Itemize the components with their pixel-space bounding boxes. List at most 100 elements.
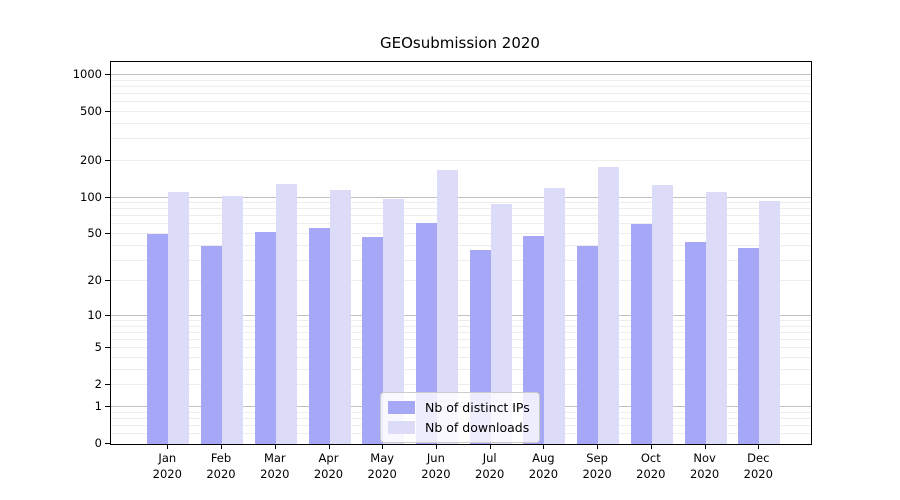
y-tick-label: 10 bbox=[87, 307, 102, 322]
y-tick-mark bbox=[105, 314, 110, 316]
y-gridline-minor bbox=[111, 325, 811, 327]
bar-downloads-dec bbox=[759, 200, 781, 444]
x-tick-mark bbox=[221, 444, 222, 449]
y-gridline-minor bbox=[111, 259, 811, 261]
x-tick-mark bbox=[597, 444, 599, 449]
bar-downloads-jul bbox=[490, 203, 512, 444]
bar-downloads-feb bbox=[222, 195, 243, 444]
y-tick-mark bbox=[105, 196, 110, 198]
y-tick-mark bbox=[105, 233, 110, 234]
chart-title: GEOsubmission 2020 bbox=[380, 34, 540, 52]
x-tick-mark bbox=[758, 444, 760, 449]
x-tick-mark bbox=[650, 444, 652, 449]
y-tick-label: 2 bbox=[94, 377, 102, 392]
y-tick-mark bbox=[105, 347, 110, 349]
bar-downloads-may bbox=[383, 199, 405, 444]
y-tick-mark bbox=[105, 73, 110, 75]
y-gridline-minor bbox=[111, 93, 811, 94]
y-gridline-minor bbox=[111, 223, 811, 225]
x-tick-mark bbox=[274, 444, 276, 449]
x-tick-mark bbox=[328, 444, 330, 449]
bar-distinct-ips-sep bbox=[577, 245, 599, 444]
legend-swatch-distinct-ips bbox=[388, 400, 415, 414]
y-gridline-minor bbox=[111, 384, 811, 386]
y-gridline-major bbox=[111, 73, 811, 75]
x-tick-label: Nov 2020 bbox=[689, 451, 720, 481]
x-tick-mark bbox=[704, 444, 706, 449]
y-gridline-minor bbox=[111, 110, 811, 112]
x-tick-mark bbox=[543, 444, 545, 449]
x-tick-mark bbox=[382, 444, 384, 449]
y-gridline-minor bbox=[111, 85, 811, 87]
x-tick-label: Jan 2020 bbox=[152, 451, 182, 481]
y-gridline-minor bbox=[111, 202, 811, 203]
legend-item-downloads: Nb of downloads bbox=[388, 417, 530, 437]
legend-label-distinct-ips: Nb of distinct IPs bbox=[425, 399, 530, 415]
legend-item-distinct-ips: Nb of distinct IPs bbox=[388, 397, 530, 417]
y-tick-label: 0 bbox=[94, 436, 102, 450]
y-tick-mark bbox=[105, 384, 110, 386]
x-tick-mark bbox=[489, 444, 491, 449]
bar-downloads-aug bbox=[544, 188, 566, 444]
bar-downloads-nov bbox=[705, 191, 727, 444]
y-gridline-minor bbox=[111, 101, 811, 103]
y-gridline-minor bbox=[111, 347, 811, 349]
x-tick-label: Jun 2020 bbox=[421, 451, 451, 481]
y-gridline-major bbox=[111, 196, 811, 198]
y-gridline-minor bbox=[111, 233, 811, 234]
x-tick-label: Sep 2020 bbox=[582, 451, 612, 481]
y-gridline-minor bbox=[111, 159, 811, 161]
y-tick-mark bbox=[105, 159, 110, 161]
bar-downloads-mar bbox=[275, 184, 297, 444]
plot-area: Nb of distinct IPs Nb of downloads bbox=[110, 61, 812, 445]
bar-downloads-sep bbox=[598, 167, 620, 444]
legend-label-downloads: Nb of downloads bbox=[425, 419, 530, 435]
x-tick-label: Feb 2020 bbox=[206, 451, 236, 481]
y-tick-mark bbox=[105, 110, 110, 112]
bar-distinct-ips-feb bbox=[201, 245, 222, 444]
bar-distinct-ips-dec bbox=[738, 248, 760, 444]
y-tick-mark bbox=[105, 406, 110, 407]
y-tick-label: 20 bbox=[87, 273, 102, 288]
bar-distinct-ips-apr bbox=[308, 228, 330, 444]
bar-downloads-oct bbox=[651, 185, 673, 444]
x-tick-label: Apr 2020 bbox=[313, 451, 344, 481]
y-gridline-minor bbox=[111, 280, 811, 282]
x-tick-label: May 2020 bbox=[367, 451, 397, 481]
legend-swatch-downloads bbox=[388, 420, 415, 434]
y-tick-label: 1 bbox=[94, 399, 102, 413]
y-gridline-minor bbox=[111, 339, 811, 341]
y-gridline-minor bbox=[111, 331, 811, 333]
y-gridline-minor bbox=[111, 320, 811, 321]
y-gridline-minor bbox=[111, 357, 811, 358]
bar-downloads-apr bbox=[329, 190, 351, 444]
y-tick-label: 5 bbox=[94, 340, 102, 355]
y-gridline-minor bbox=[111, 138, 811, 140]
y-tick-label: 100 bbox=[80, 189, 102, 204]
y-tick-label: 200 bbox=[80, 152, 102, 167]
x-tick-label: Aug 2020 bbox=[528, 451, 559, 481]
y-gridline-minor bbox=[111, 122, 811, 124]
x-tick-label: Jul 2020 bbox=[475, 451, 505, 481]
y-gridline-minor bbox=[111, 215, 811, 217]
x-tick-label: Dec 2020 bbox=[743, 451, 773, 481]
y-gridline-minor bbox=[111, 368, 811, 370]
x-tick-mark bbox=[167, 444, 169, 449]
x-tick-label: Mar 2020 bbox=[260, 451, 290, 481]
y-gridline-minor bbox=[111, 208, 811, 210]
y-gridline-minor bbox=[111, 79, 811, 81]
y-tick-mark bbox=[105, 443, 110, 444]
bar-distinct-ips-jun bbox=[415, 222, 437, 444]
y-tick-label: 1000 bbox=[72, 66, 102, 81]
y-gridline-minor bbox=[111, 244, 811, 246]
legend: Nb of distinct IPs Nb of downloads bbox=[380, 392, 540, 443]
bar-distinct-ips-may bbox=[362, 237, 384, 444]
bar-distinct-ips-mar bbox=[254, 231, 276, 444]
y-tick-label: 500 bbox=[80, 103, 102, 118]
x-tick-mark bbox=[435, 444, 437, 449]
bar-downloads-jan bbox=[168, 191, 190, 444]
bar-distinct-ips-oct bbox=[630, 223, 652, 444]
bar-distinct-ips-jan bbox=[147, 234, 169, 444]
y-tick-label: 50 bbox=[87, 226, 102, 240]
